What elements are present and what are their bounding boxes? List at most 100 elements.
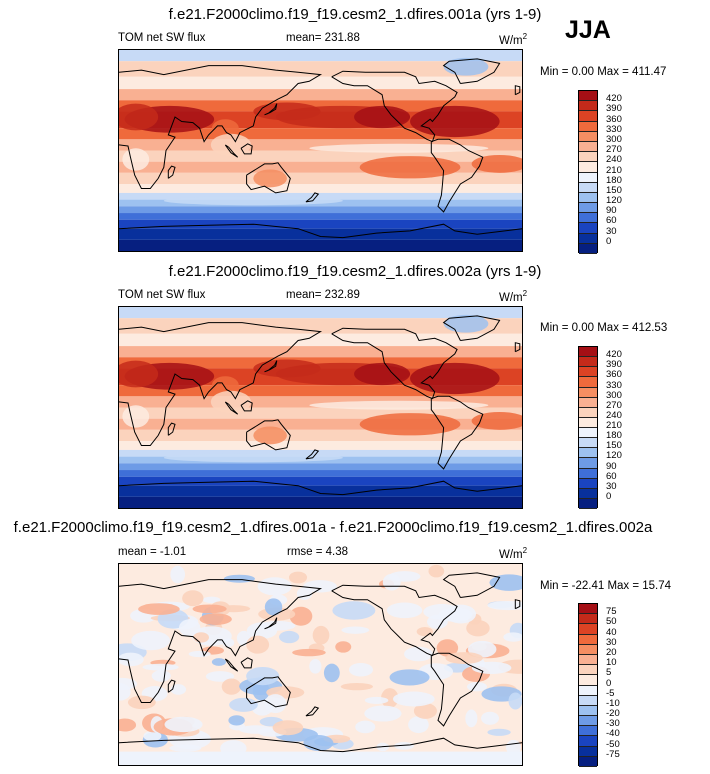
heatmap-blob xyxy=(221,678,242,695)
panel-1-mean: mean= 231.88 xyxy=(286,32,360,44)
heatmap-blob xyxy=(210,390,252,414)
colorbar-tick-label: 0 xyxy=(606,677,612,689)
heatmap-blob xyxy=(151,670,171,682)
panel-2-map xyxy=(118,306,523,509)
coastline xyxy=(430,652,484,727)
heatmap-blob xyxy=(465,709,478,728)
heatmap-blob xyxy=(508,692,522,710)
colorbar-box xyxy=(579,162,597,173)
heatmap-blob xyxy=(359,156,461,179)
heatmap-blob xyxy=(303,735,334,751)
coastline xyxy=(167,679,176,693)
panel-3-rmse: rmse = 4.38 xyxy=(287,546,349,558)
colorbar-tick-label: 50 xyxy=(606,616,617,628)
heatmap-band xyxy=(119,100,522,112)
coastline xyxy=(246,162,291,194)
heatmap-blob xyxy=(138,603,180,615)
heatmap-blob xyxy=(394,741,414,750)
colorbar-tick-label: 20 xyxy=(606,646,617,658)
heatmap-blob xyxy=(119,718,137,732)
colorbar-tick-label: 300 xyxy=(606,133,622,145)
heatmap-blob xyxy=(292,648,326,657)
heatmap-band xyxy=(119,139,522,151)
heatmap-blob xyxy=(348,662,373,677)
panel-1-title: f.e21.F2000climo.f19_f19.cesm2_1.dfires.… xyxy=(168,6,542,23)
heatmap-blob xyxy=(355,720,376,734)
heatmap-blob xyxy=(178,619,201,637)
season-label: JJA xyxy=(565,16,611,44)
colorbar-box xyxy=(579,634,597,645)
colorbar-tick-label: 210 xyxy=(606,420,622,431)
colorbar-tick-label: 270 xyxy=(606,399,622,411)
heatmap-blob xyxy=(253,169,287,188)
colorbar-tick-label: 300 xyxy=(606,389,622,401)
colorbar-box xyxy=(579,695,597,706)
heatmap-blob xyxy=(210,133,252,157)
coastline xyxy=(167,422,176,436)
heatmap-blob xyxy=(211,119,239,138)
colorbar-tick-label: -30 xyxy=(606,718,620,730)
coastline xyxy=(264,103,278,116)
heatmap-blob xyxy=(205,671,235,682)
coastline xyxy=(119,579,323,703)
coastline xyxy=(305,706,320,717)
heatmap-blob xyxy=(163,196,343,206)
heatmap-blob xyxy=(471,661,512,674)
heatmap-band xyxy=(119,89,522,101)
heatmap-blob xyxy=(228,715,245,726)
colorbar-box xyxy=(579,417,597,428)
panel-3-minmax: Min = -22.41 Max = 15.74 xyxy=(540,580,672,592)
colorbar-box xyxy=(579,685,597,696)
coastline xyxy=(240,400,253,412)
panel-3-title: f.e21.F2000climo.f19_f19.cesm2_1.dfires.… xyxy=(13,519,653,536)
heatmap-blob xyxy=(170,684,187,695)
heatmap-band xyxy=(119,346,522,358)
heatmap-blob xyxy=(122,405,150,428)
heatmap-blob xyxy=(164,716,203,733)
coastline xyxy=(331,70,458,143)
heatmap-band xyxy=(119,333,522,347)
heatmap-blob xyxy=(223,574,255,583)
coastline xyxy=(167,165,176,179)
heatmap-band xyxy=(119,357,522,369)
heatmap-blob xyxy=(246,666,280,686)
heatmap-band xyxy=(119,219,522,229)
heatmap-blob xyxy=(119,683,131,701)
colorbar-box xyxy=(579,233,597,244)
colorbar-box xyxy=(579,675,597,686)
heatmap-blob xyxy=(481,711,499,725)
colorbar-tick-label: 180 xyxy=(606,174,622,186)
panel-2-variable: TOM net SW flux xyxy=(118,289,206,301)
heatmap-blob xyxy=(122,148,150,171)
heatmap-blob xyxy=(443,314,489,333)
colorbar-box xyxy=(579,387,597,398)
colorbar-tick-label: -10 xyxy=(606,697,620,709)
colorbar-box xyxy=(579,367,597,378)
colorbar-box xyxy=(579,736,597,747)
coastline xyxy=(119,65,323,189)
heatmap-blob xyxy=(323,663,340,683)
colorbar-tick-label: 90 xyxy=(606,460,617,472)
heatmap-blob xyxy=(182,590,204,607)
heatmap-band xyxy=(119,213,522,220)
colorbar-box xyxy=(579,614,597,625)
colorbar-tick-label: -5 xyxy=(606,687,615,699)
colorbar-box xyxy=(579,756,597,767)
heatmap-band xyxy=(119,429,522,441)
heatmap-band xyxy=(119,239,522,251)
colorbar-box xyxy=(579,705,597,717)
heatmap-blob xyxy=(332,601,376,620)
colorbar-box xyxy=(579,203,597,214)
coastline xyxy=(264,617,278,630)
heatmap-blob xyxy=(119,360,159,388)
panel-2-minmax: Min = 0.00 Max = 412.53 xyxy=(540,322,668,334)
colorbar-tick-label: 30 xyxy=(606,480,617,492)
heatmap-blob xyxy=(119,652,144,667)
coastline xyxy=(224,658,239,672)
heatmap-band xyxy=(119,128,522,140)
heatmap-blob xyxy=(364,705,402,722)
heatmap-blob xyxy=(466,620,490,637)
colorbar-box xyxy=(579,213,597,224)
colorbar-tick-label: 150 xyxy=(606,440,622,452)
heatmap-blob xyxy=(264,598,283,616)
